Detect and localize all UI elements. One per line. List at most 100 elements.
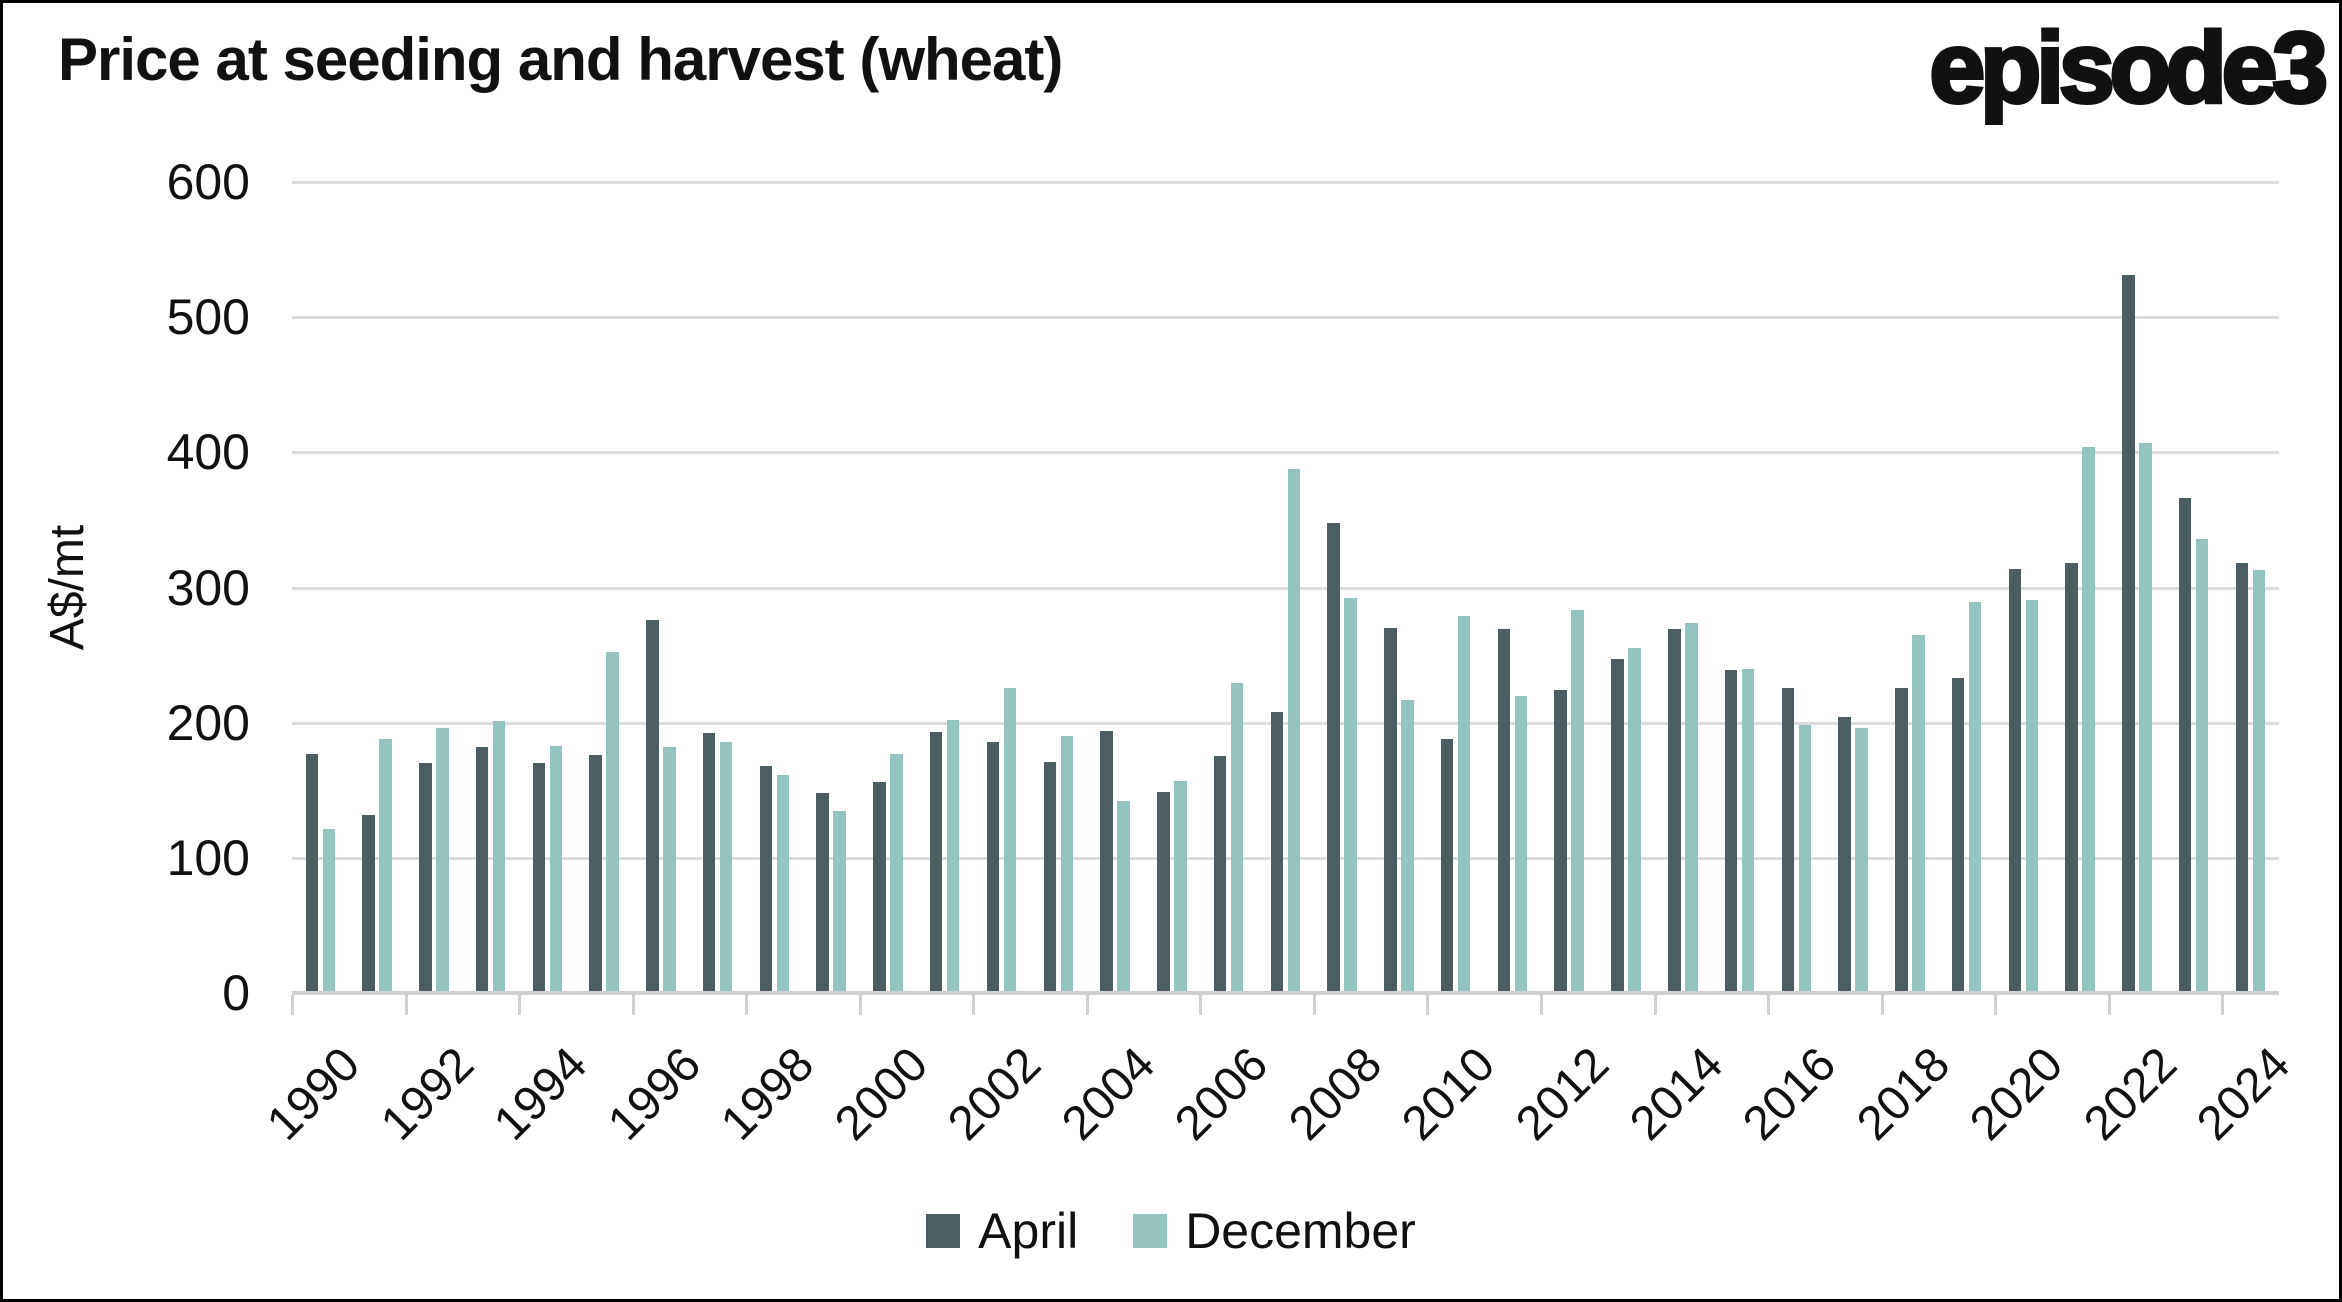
gridline-100 xyxy=(292,856,2279,860)
bar-april-2002 xyxy=(986,741,1000,993)
bar-april-2000 xyxy=(873,782,886,993)
x-tick-mark-1992 xyxy=(404,995,408,1015)
bar-december-2019 xyxy=(1968,602,1982,993)
bar-december-2000 xyxy=(890,753,903,993)
bar-december-1996 xyxy=(663,747,676,993)
bar-april-1999 xyxy=(816,792,829,993)
x-tick-mark-2004 xyxy=(1085,995,1089,1015)
bar-december-2003 xyxy=(1060,736,1074,993)
bar-december-2014 xyxy=(1685,622,1698,993)
legend-label-december: December xyxy=(1185,1203,1416,1259)
bar-april-2017 xyxy=(1838,717,1851,993)
x-tick-label-1994: 1994 xyxy=(484,1037,598,1151)
bar-december-2013 xyxy=(1628,648,1641,993)
legend-item-april: April xyxy=(926,1204,1078,1258)
legend-label-april: April xyxy=(978,1203,1079,1259)
y-axis-title-wrap: A$/mt xyxy=(33,182,103,993)
bar-december-2017 xyxy=(1855,728,1868,993)
bar-april-2015 xyxy=(1724,669,1738,993)
gridline-200 xyxy=(292,721,2279,725)
x-tick-mark-2014 xyxy=(1653,995,1657,1015)
bar-april-2016 xyxy=(1781,687,1795,993)
gridline-600 xyxy=(292,181,2279,184)
x-tick-mark-2006 xyxy=(1199,995,1203,1015)
x-tick-label-2024: 2024 xyxy=(2187,1037,2301,1151)
bar-april-1994 xyxy=(532,763,546,993)
bar-april-1993 xyxy=(475,747,489,993)
x-tick-mark-1990 xyxy=(291,995,294,1015)
bar-april-2023 xyxy=(2178,498,2192,993)
bar-april-2012 xyxy=(1554,690,1567,993)
bar-december-1995 xyxy=(606,652,619,993)
x-tick-mark-2022 xyxy=(2107,995,2111,1015)
x-tick-mark-2020 xyxy=(1994,995,1998,1015)
x-tick-label-2000: 2000 xyxy=(824,1037,938,1151)
bar-december-2006 xyxy=(1230,683,1244,993)
bar-december-1994 xyxy=(549,745,563,993)
bar-december-2022 xyxy=(2139,442,2152,993)
x-tick-mark-2018 xyxy=(1880,995,1884,1015)
x-tick-label-2014: 2014 xyxy=(1619,1037,1733,1151)
bar-april-2009 xyxy=(1384,628,1397,993)
bar-april-2010 xyxy=(1440,738,1454,993)
bar-april-2021 xyxy=(2065,563,2078,993)
x-tick-mark-2024 xyxy=(2221,995,2225,1015)
x-tick-mark-2016 xyxy=(1767,995,1771,1015)
bar-december-1991 xyxy=(379,738,392,993)
x-tick-label-2010: 2010 xyxy=(1392,1037,1506,1151)
bar-april-2005 xyxy=(1157,791,1170,993)
bar-december-2018 xyxy=(1912,634,1925,993)
bar-december-1999 xyxy=(833,810,846,993)
bar-april-2022 xyxy=(2122,275,2135,993)
x-tick-label-2020: 2020 xyxy=(1960,1037,2074,1151)
bar-december-2011 xyxy=(1514,695,1528,993)
x-tick-label-2004: 2004 xyxy=(1051,1037,1165,1151)
bar-april-2006 xyxy=(1213,756,1227,993)
bar-april-2011 xyxy=(1497,629,1511,993)
bar-april-1997 xyxy=(702,733,716,993)
bar-december-2012 xyxy=(1571,610,1584,993)
episode3-logo: episode3 xyxy=(1928,10,2330,126)
x-tick-mark-2000 xyxy=(858,995,862,1015)
gridline-300 xyxy=(292,586,2279,590)
y-tick-label-0: 0 xyxy=(222,965,250,1021)
bar-april-1992 xyxy=(419,763,432,993)
x-tick-mark-1998 xyxy=(745,995,749,1015)
bar-december-2005 xyxy=(1174,780,1187,993)
bar-december-2023 xyxy=(2195,538,2209,993)
bar-april-1998 xyxy=(759,765,773,993)
x-tick-label-2018: 2018 xyxy=(1846,1037,1960,1151)
bar-december-2008 xyxy=(1344,598,1357,993)
bar-april-2013 xyxy=(1611,659,1624,993)
x-tick-mark-2008 xyxy=(1312,995,1316,1015)
bar-december-2021 xyxy=(2082,446,2095,993)
bar-december-1992 xyxy=(436,728,449,993)
bar-april-2020 xyxy=(2008,568,2022,993)
bar-december-2007 xyxy=(1287,468,1301,993)
y-tick-label-600: 600 xyxy=(166,154,250,210)
bar-april-2014 xyxy=(1668,629,1681,993)
bar-december-1990 xyxy=(322,829,335,993)
bar-december-1997 xyxy=(719,741,733,993)
y-tick-label-500: 500 xyxy=(166,289,250,346)
x-tick-label-2016: 2016 xyxy=(1733,1037,1847,1151)
legend-swatch-december xyxy=(1133,1214,1168,1248)
x-tick-label-1990: 1990 xyxy=(257,1037,371,1151)
bar-december-2020 xyxy=(2025,599,2039,993)
bar-december-2009 xyxy=(1401,699,1414,993)
bar-april-2024 xyxy=(2235,563,2249,993)
bar-december-2015 xyxy=(1741,668,1755,993)
bar-april-2007 xyxy=(1270,711,1284,993)
x-tick-mark-2010 xyxy=(1426,995,1430,1015)
x-tick-mark-1996 xyxy=(631,995,635,1015)
bar-december-2010 xyxy=(1457,615,1471,993)
bar-april-1996 xyxy=(646,619,659,993)
x-tick-label-1998: 1998 xyxy=(711,1037,825,1151)
gridline-400 xyxy=(292,451,2279,455)
legend-swatch-april xyxy=(926,1214,961,1248)
x-tick-label-2006: 2006 xyxy=(1165,1037,1279,1151)
bar-december-1993 xyxy=(492,721,506,993)
x-tick-label-2022: 2022 xyxy=(2073,1037,2187,1151)
bar-december-2002 xyxy=(1003,687,1017,993)
